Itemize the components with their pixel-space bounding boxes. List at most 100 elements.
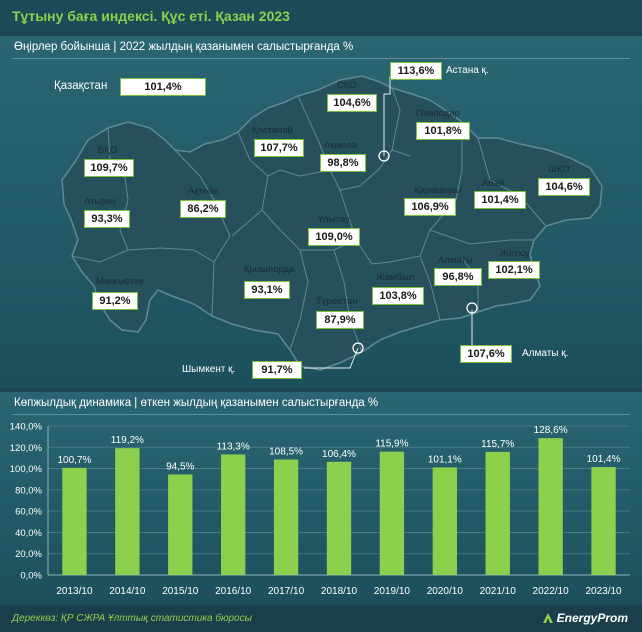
region-value-aktobe: 86,2% <box>180 200 226 218</box>
x-tick-label: 2019/10 <box>374 586 411 597</box>
region-value-kostanay: 107,7% <box>254 139 304 157</box>
y-tick-label: 60,0% <box>15 507 42 518</box>
chart-panel: Көпжылдық динамика | өткен жылдың қазаны… <box>0 392 642 604</box>
bar-value-label: 128,6% <box>534 425 568 436</box>
shymkent-marker <box>352 342 364 354</box>
region-value-bko: 109,7% <box>84 159 134 177</box>
bar-value-label: 101,1% <box>428 454 462 465</box>
y-tick-label: 0,0% <box>20 571 42 582</box>
region-value-almaty-region: 96,8% <box>434 268 482 286</box>
x-tick-label: 2016/10 <box>215 586 252 597</box>
map-section-header: Өңірлер бойынша | 2022 жылдың қазанымен … <box>14 41 354 53</box>
bar-value-label: 100,7% <box>57 455 91 466</box>
kazakhstan-map-shape <box>61 75 603 371</box>
x-tick-label: 2017/10 <box>268 586 305 597</box>
region-name-abay: Абай <box>482 178 505 189</box>
region-value-atyrau: 93,3% <box>84 210 130 228</box>
y-tick-label: 80,0% <box>15 485 42 496</box>
region-name-pavlodar: Павлодар <box>416 108 460 119</box>
region-name-kyzylorda: Қызылорда <box>244 264 295 275</box>
city-value-astana: 113,6% <box>390 62 442 80</box>
energyprom-logo: EnergyProm <box>542 611 628 625</box>
region-name-mangystau: Маңғыстау <box>96 276 144 287</box>
region-name-zhetisu: Жетісу <box>500 248 530 259</box>
x-tick-label: 2014/10 <box>109 586 146 597</box>
bar <box>221 454 246 575</box>
city-name-almaty: Алматы қ. <box>522 348 569 359</box>
bar <box>115 448 140 575</box>
region-name-shko: ШҚО <box>548 164 570 175</box>
source-note: Дереккөз: ҚР СЖРА Ұлттық статистика бюро… <box>12 613 252 624</box>
x-tick-label: 2013/10 <box>56 586 93 597</box>
map-header-rule <box>12 58 630 59</box>
bar <box>62 467 87 575</box>
city-value-almaty: 107,6% <box>460 345 512 363</box>
region-name-ulytau: Ұлытау <box>318 214 350 225</box>
region-value-pavlodar: 101,8% <box>416 122 470 140</box>
almaty-city-marker <box>466 302 478 314</box>
x-tick-label: 2020/10 <box>427 586 464 597</box>
astana-marker <box>378 150 390 162</box>
bar <box>168 474 193 575</box>
x-tick-label: 2015/10 <box>162 586 199 597</box>
region-name-sko: СҚО <box>337 80 357 91</box>
region-value-kyzylorda: 93,1% <box>244 281 290 299</box>
region-value-zhambyl: 103,8% <box>372 287 424 305</box>
bar-value-label: 119,2% <box>111 435 144 446</box>
region-name-almaty-region: Алматы <box>438 255 473 266</box>
city-name-shymkent: Шымкент қ. <box>182 364 236 375</box>
city-value-shymkent: 91,7% <box>252 361 302 379</box>
chart-header-rule <box>12 414 630 415</box>
x-tick-label: 2023/10 <box>585 586 622 597</box>
bar-value-label: 108,5% <box>269 447 303 458</box>
bar-value-label: 115,9% <box>375 439 408 450</box>
y-tick-label: 120,0% <box>10 443 43 454</box>
city-name-astana: Астана қ. <box>446 65 489 76</box>
logo-text: EnergyProm <box>556 611 628 625</box>
region-name-akmola: Ақмола <box>324 140 357 151</box>
footer: Дереккөз: ҚР СЖРА Ұлттық статистика бюро… <box>0 606 642 632</box>
bar-value-label: 115,7% <box>481 439 514 450</box>
region-value-ulytau: 109,0% <box>308 228 360 246</box>
x-tick-label: 2018/10 <box>321 586 358 597</box>
bar <box>538 438 563 575</box>
y-tick-label: 40,0% <box>15 528 42 539</box>
region-value-akmola: 98,8% <box>320 154 366 172</box>
chart-section-header: Көпжылдық динамика | өткен жылдың қазаны… <box>14 397 379 409</box>
region-name-aktobe: Ақтөбе <box>188 186 219 197</box>
region-name-atyrau: Атырау <box>84 196 117 207</box>
region-value-mangystau: 91,2% <box>92 292 138 310</box>
bar <box>273 459 299 575</box>
bar <box>326 461 352 575</box>
kazakhstan-value: 101,4% <box>120 78 206 96</box>
bar-value-label: 113,3% <box>217 441 250 452</box>
region-name-kostanay: Қостанай <box>252 125 293 136</box>
y-tick-label: 20,0% <box>15 549 42 560</box>
x-tick-label: 2022/10 <box>533 586 570 597</box>
y-tick-label: 100,0% <box>10 464 43 475</box>
region-name-turkistan: Түркістан <box>316 296 358 307</box>
region-value-shko: 104,6% <box>538 178 590 196</box>
region-borders <box>71 87 547 353</box>
region-name-karaganda: Қарағанды <box>414 185 462 196</box>
region-value-sko: 104,6% <box>327 94 377 112</box>
region-value-turkistan: 87,9% <box>316 311 364 329</box>
page-title: Тұтыну баға индексі. Құс еті. Қазан 2023 <box>12 8 290 24</box>
bar-value-label: 101,4% <box>587 454 621 465</box>
bar <box>591 467 616 575</box>
bar <box>379 451 405 575</box>
region-value-karaganda: 106,9% <box>404 198 456 216</box>
logo-icon <box>542 613 553 623</box>
region-name-zhambyl: Жамбыл <box>376 272 415 283</box>
bar <box>485 451 510 575</box>
region-value-abay: 101,4% <box>474 191 526 209</box>
y-tick-label: 140,0% <box>10 422 43 433</box>
bar-value-label: 106,4% <box>322 449 356 460</box>
region-name-bko: БҚО <box>98 145 118 156</box>
bar-value-label: 94,5% <box>166 461 194 472</box>
kazakhstan-label: Қазақстан <box>54 80 108 92</box>
x-tick-label: 2021/10 <box>480 586 517 597</box>
region-value-zhetisu: 102,1% <box>488 261 540 279</box>
